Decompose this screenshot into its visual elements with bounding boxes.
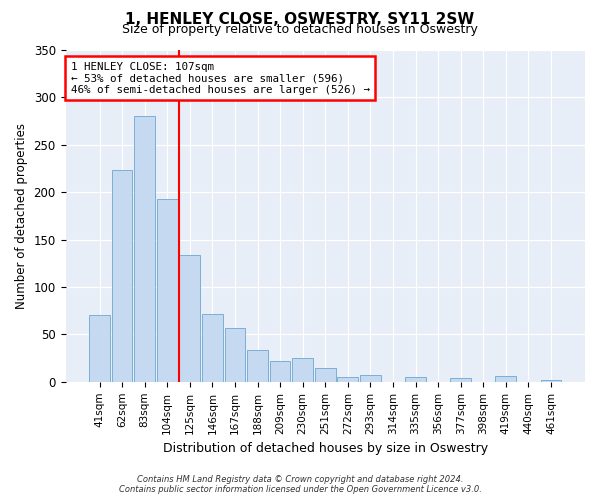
X-axis label: Distribution of detached houses by size in Oswestry: Distribution of detached houses by size … xyxy=(163,442,488,455)
Text: 1, HENLEY CLOSE, OSWESTRY, SY11 2SW: 1, HENLEY CLOSE, OSWESTRY, SY11 2SW xyxy=(125,12,475,28)
Bar xyxy=(337,377,358,382)
Bar xyxy=(292,358,313,382)
Bar xyxy=(405,377,426,382)
Text: Size of property relative to detached houses in Oswestry: Size of property relative to detached ho… xyxy=(122,22,478,36)
Bar xyxy=(157,199,178,382)
Bar xyxy=(541,380,562,382)
Text: Contains HM Land Registry data © Crown copyright and database right 2024.
Contai: Contains HM Land Registry data © Crown c… xyxy=(119,474,481,494)
Bar xyxy=(360,375,381,382)
Bar xyxy=(224,328,245,382)
Bar xyxy=(179,255,200,382)
Y-axis label: Number of detached properties: Number of detached properties xyxy=(15,123,28,309)
Bar xyxy=(315,368,335,382)
Bar xyxy=(270,361,290,382)
Text: 1 HENLEY CLOSE: 107sqm
← 53% of detached houses are smaller (596)
46% of semi-de: 1 HENLEY CLOSE: 107sqm ← 53% of detached… xyxy=(71,62,370,95)
Bar xyxy=(496,376,516,382)
Bar xyxy=(247,350,268,382)
Bar xyxy=(89,316,110,382)
Bar xyxy=(112,170,133,382)
Bar xyxy=(134,116,155,382)
Bar xyxy=(202,314,223,382)
Bar xyxy=(451,378,471,382)
